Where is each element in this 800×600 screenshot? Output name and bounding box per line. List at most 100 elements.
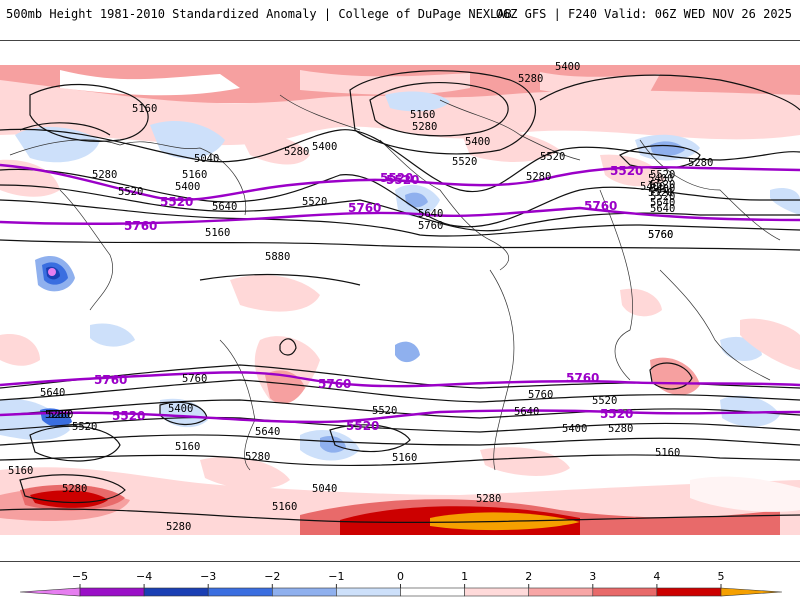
colorbar-svg: −5 −4 −3 −2 −1 0 1 2 3 4 5 [19, 570, 783, 597]
highlight-labels: 5520 5760 5520 5760 5520 5760 5520 5760 … [94, 164, 643, 433]
contour-label: 5160 [410, 109, 435, 121]
contour-label: 5640 [650, 197, 675, 209]
contour-label: 5400 [650, 183, 675, 195]
highlight-label: 5760 [584, 199, 617, 213]
contour-label: 5520 [648, 187, 673, 199]
contour-label: 5400 [312, 141, 337, 153]
contour-label: 5280 [688, 157, 713, 169]
contour-label: 5160 [175, 441, 200, 453]
highlight-label: 5760 [348, 201, 381, 215]
contour-label: 5400 [640, 181, 665, 193]
colorbar-segment [143, 587, 209, 597]
contour-label: 5280 [476, 493, 501, 505]
colorbar-tick-label: 2 [525, 570, 532, 583]
contour-label: 5760 [648, 229, 673, 241]
contour-label: 5520 [302, 196, 327, 208]
contour-label: 5640 [650, 203, 675, 215]
colorbar-segment [720, 587, 783, 597]
colorbar-segment [656, 587, 722, 597]
colorbar-segment [464, 587, 530, 597]
coastlines [9, 94, 781, 471]
contour-label: 5160 [272, 501, 297, 513]
anomaly-shading [0, 65, 800, 535]
colorbar-tick-label: 3 [589, 570, 596, 583]
highlight-label: 5520 [610, 164, 643, 178]
contour-label: 5160 [182, 169, 207, 181]
model-run-info: 06Z GFS | F240 Valid: 06Z WED NOV 26 202… [495, 7, 792, 21]
contour-label: 5520 [650, 191, 675, 203]
contour-label: 5640 [514, 406, 539, 418]
contour-labels: 5400 5280 5160 5160 5280 5400 5280 5400 … [8, 61, 713, 533]
colorbar-tick-label: −2 [264, 570, 280, 583]
contour-label: 5520 [452, 156, 477, 168]
colorbar-segment [271, 587, 337, 597]
colorbar-tick-label: 1 [461, 570, 468, 583]
map-frame [0, 40, 800, 562]
highlight-label: 5760 [566, 371, 599, 385]
contour-label: 5280 [245, 451, 270, 463]
colorbar-segment [400, 587, 465, 597]
highlight-label: 5520 [346, 419, 379, 433]
contour-label: 5520 [118, 186, 143, 198]
highlight-label: 5520 [386, 173, 419, 187]
contour-label: 5400 [168, 403, 193, 415]
contour-label: 5280 [45, 409, 70, 421]
colorbar-tick-label: 4 [653, 570, 660, 583]
contour-label: 5520 [72, 421, 97, 433]
contour-label: 5880 [265, 251, 290, 263]
contour-label: 5760 [648, 229, 673, 241]
contour-label: 5520 [650, 169, 675, 181]
highlight-contours [0, 163, 800, 424]
contour-label: 5400 [465, 136, 490, 148]
contour-label: 5400 [175, 181, 200, 193]
contour-label: 5280 [166, 521, 191, 533]
contour-label: 5160 [392, 452, 417, 464]
contour-label: 5640 [418, 208, 443, 220]
contour-label: 5160 [655, 447, 680, 459]
highlight-label: 5760 [94, 373, 127, 387]
contour-label: 5280 [92, 169, 117, 181]
contour-label: 5760 [528, 389, 553, 401]
contour-label: 5280 [526, 171, 551, 183]
highlight-label: 5760 [124, 219, 157, 233]
contour-label: 5280 [412, 121, 437, 133]
highlight-label: 5520 [600, 407, 633, 421]
contour-label: 5640 [40, 387, 65, 399]
anomaly-map[interactable]: 5400 5280 5160 5160 5280 5400 5280 5400 … [0, 40, 800, 560]
contour-label: 5280 [518, 73, 543, 85]
colorbar-segment [336, 587, 401, 597]
contour-label: 5520 [372, 405, 397, 417]
contour-label: 5400 [555, 61, 580, 73]
colorbar-segment [592, 587, 658, 597]
contour-label: 5160 [8, 465, 33, 477]
contour-label: 5400 [648, 173, 673, 185]
contour-label: 5760 [182, 373, 207, 385]
contour-label: 5640 [212, 201, 237, 213]
colorbar-tick-label: 5 [718, 570, 725, 583]
colorbar-segment [19, 587, 81, 597]
contour-label: 5520 [592, 395, 617, 407]
contour-label: 5040 [312, 483, 337, 495]
contour-label: 5160 [205, 227, 230, 239]
contour-label: 5640 [255, 426, 280, 438]
contour-label: 5280 [284, 146, 309, 158]
contour-label: 5280 [62, 483, 87, 495]
colorbar: −5 −4 −3 −2 −1 0 1 2 3 4 5 [0, 566, 800, 600]
contour-label: 5280 [48, 409, 73, 421]
colorbar-segment [79, 587, 145, 597]
map-title: 500mb Height 1981-2010 Standardized Anom… [6, 7, 512, 21]
colorbar-tick-label: −1 [328, 570, 344, 583]
colorbar-tick-label: −5 [72, 570, 88, 583]
header-bar: 500mb Height 1981-2010 Standardized Anom… [0, 0, 800, 30]
highlight-label: 5520 [112, 409, 145, 423]
colorbar-segment [528, 587, 594, 597]
colorbar-tick-label: −4 [136, 570, 152, 583]
contour-label: 5040 [194, 153, 219, 165]
contour-label: 5160 [132, 103, 157, 115]
highlight-label: 5520 [380, 171, 413, 185]
highlight-label: 5760 [318, 377, 351, 391]
contour-label: 5400 [562, 423, 587, 435]
contour-label: 5520 [540, 151, 565, 163]
highlight-label: 5520 [160, 195, 193, 209]
colorbar-segment [207, 587, 273, 597]
